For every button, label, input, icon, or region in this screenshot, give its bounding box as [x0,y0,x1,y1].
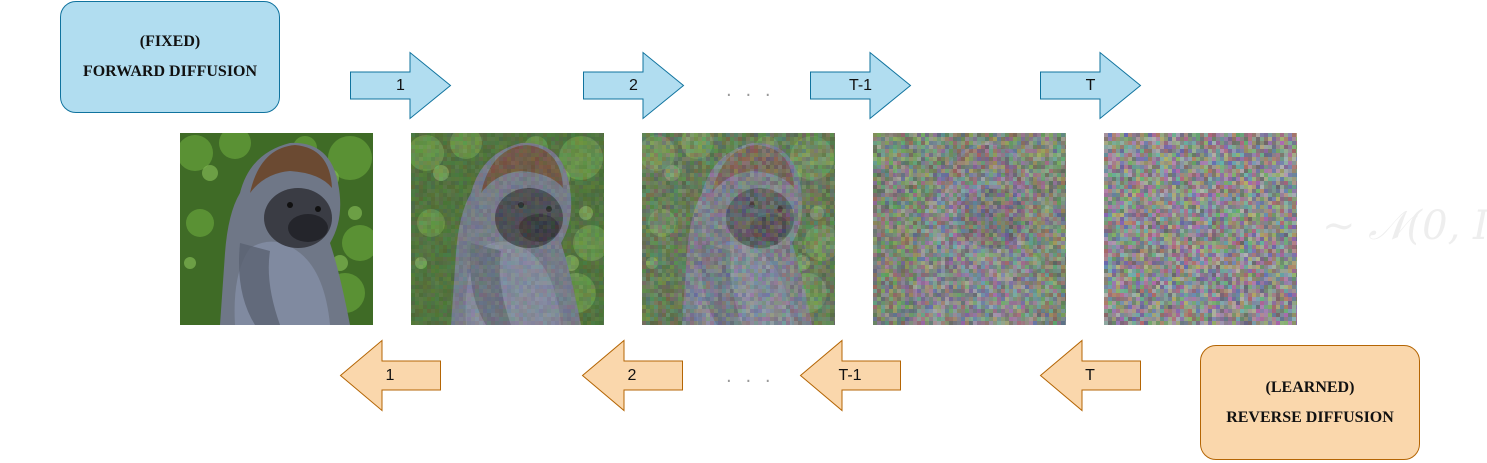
reverse-arrow-label: 1 [385,366,395,384]
reverse-diffusion-box: (LEARNED) REVERSE DIFFUSION [1200,345,1420,460]
gorilla-noise-step-1-image [411,133,604,325]
forward-diffusion-box: (FIXED) FORWARD DIFFUSION [60,1,280,113]
forward-arrow-t-minus-1: T-1 [810,51,912,120]
gorilla-noise-step-2-image [642,133,835,325]
reverse-arrow-label: T [1085,366,1095,384]
forward-ellipsis: . . . [726,80,775,101]
gorilla-noise-step-t-minus-1-drawing [873,133,1066,325]
forward-arrow-2: 2 [583,51,685,120]
forward-box-line2: FORWARD DIFFUSION [82,63,258,80]
forward-box-line1: (FIXED) [139,33,201,50]
gorilla-noise-step-t-minus-1-image [873,133,1066,325]
forward-arrow-1: 1 [350,51,452,120]
reverse-box-line1: (LEARNED) [1265,378,1355,396]
gorilla-clean-drawing [180,133,373,325]
gorilla-pure-noise-drawing [1104,133,1297,325]
forward-arrow-label: 2 [629,76,638,94]
reverse-box-line2: REVERSE DIFFUSION [1226,408,1394,426]
reverse-arrow-label: 2 [627,366,637,384]
gorilla-pure-noise-image [1104,133,1297,325]
gorilla-clean-image [180,133,373,325]
reverse-ellipsis: . . . [726,366,775,387]
reverse-arrow-2: 2 [581,339,683,412]
gaussian-distribution-label: ∼ 𝒩(0, I) [1322,203,1487,249]
gorilla-noise-step-1-drawing [411,133,604,325]
forward-arrow-label: T-1 [848,76,873,94]
reverse-arrow-label: T-1 [838,366,862,384]
gorilla-noise-step-2-drawing [642,133,835,325]
reverse-arrow-t: T [1039,339,1141,412]
forward-arrow-t: T [1040,51,1142,120]
forward-arrow-label: 1 [396,76,405,94]
reverse-arrow-t-minus-1: T-1 [799,339,901,412]
reverse-arrow-1: 1 [339,339,441,412]
forward-arrow-label: T [1085,76,1096,94]
